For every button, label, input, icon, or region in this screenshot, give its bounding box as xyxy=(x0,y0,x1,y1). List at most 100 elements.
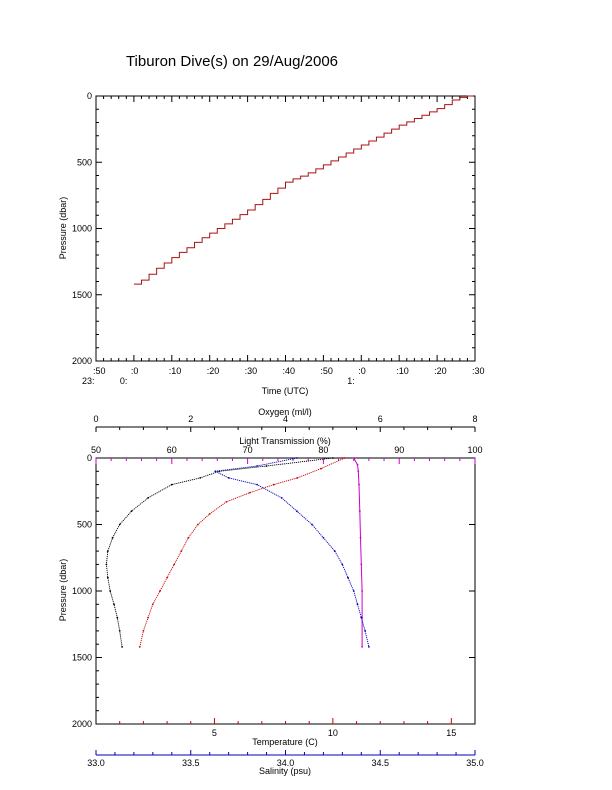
salinity-data-point xyxy=(333,550,336,552)
y-tick-label: 500 xyxy=(77,520,92,530)
oxygen-data-point xyxy=(118,523,121,526)
oxygen-data-point xyxy=(170,483,173,486)
dive-profile-ylabel: Pressure (dbar) xyxy=(58,197,68,260)
water-profile-plot-frame xyxy=(95,457,476,725)
x-tick-label: :50 xyxy=(93,366,106,376)
temperature-data-point xyxy=(208,513,211,515)
salinity-tick-label: 34.5 xyxy=(371,758,389,768)
dive-profile-chart: 0500100015002000:5023::00::10:20:30:40:5… xyxy=(58,91,485,396)
temperature-tick-label: 5 xyxy=(212,728,217,738)
oxygen-data-point xyxy=(118,630,121,632)
x-tick-label: :10 xyxy=(396,366,409,376)
oxygen-tick-label: 8 xyxy=(472,414,477,424)
x-tick-label-hour: 1: xyxy=(347,376,355,386)
x-tick-label: :0 xyxy=(358,366,366,376)
temperature-data-point xyxy=(197,523,199,526)
salinity-tick-label: 33.0 xyxy=(87,758,105,768)
salinity-profile-line xyxy=(213,457,370,648)
salinity-data-point xyxy=(296,457,298,459)
dive-profile-xlabel: Time (UTC) xyxy=(262,386,309,396)
temperature-data-point xyxy=(320,467,322,470)
light-tick-label: 60 xyxy=(167,445,177,455)
oxygen-tick-label: 4 xyxy=(283,414,288,424)
light-tick-label: 70 xyxy=(243,445,253,455)
salinity-axis-label: Salinity (psu) xyxy=(259,766,311,776)
salinity-data-point xyxy=(352,590,355,592)
x-tick-label: :20 xyxy=(207,366,220,376)
oxygen-data-point xyxy=(332,457,334,459)
x-tick-label-hour: 0: xyxy=(120,376,128,386)
salinity-data-point xyxy=(368,646,370,648)
temperature-data-point xyxy=(225,501,228,503)
light-tick-label: 90 xyxy=(394,445,404,455)
y-tick-label: 2000 xyxy=(72,356,92,366)
oxygen-data-point xyxy=(113,603,115,606)
temperature-profile-line xyxy=(139,457,345,647)
temperature-data-point xyxy=(272,483,275,486)
oxygen-data-point xyxy=(105,563,108,566)
light_transmission-data-point xyxy=(352,457,355,459)
x-tick-label: :20 xyxy=(434,366,447,376)
salinity-data-point xyxy=(256,465,258,467)
dive-profile-plot-frame xyxy=(95,95,476,362)
light_transmission-data-point xyxy=(361,590,363,592)
temperature-data-point xyxy=(138,646,141,648)
light-tick-label: 100 xyxy=(467,445,482,455)
x-tick-label: :50 xyxy=(320,366,333,376)
salinity-tick-label: 34.0 xyxy=(277,758,295,768)
temperature-data-point xyxy=(166,576,169,579)
water-profile-axes: 0 500 1000 1500 2000 0 2 4 6 8 50 60 70 80 90 100 5 10 15 3… xyxy=(72,414,484,768)
temperature-tick-label: 15 xyxy=(446,728,456,738)
light_transmission-data-point xyxy=(357,470,360,473)
y-tick-label: 1000 xyxy=(72,224,92,234)
temperature-data-point xyxy=(147,616,150,619)
salinity-data-point xyxy=(322,536,325,539)
oxygen-data-point xyxy=(106,550,109,552)
x-tick-label: :30 xyxy=(245,366,258,376)
temperature-data-point xyxy=(249,491,251,494)
y-tick-label: 1500 xyxy=(72,290,92,300)
y-tick-label: 1500 xyxy=(72,653,92,663)
light_transmission-data-point xyxy=(359,536,362,539)
salinity-data-point xyxy=(227,477,230,479)
y-tick-label: 1000 xyxy=(72,586,92,596)
light_transmission-data-point xyxy=(358,510,361,513)
salinity-data-point xyxy=(364,630,366,632)
page-title: Tiburon Dive(s) on 29/Aug/2006 xyxy=(126,53,338,70)
water-profile-ylabel: Pressure (dbar) xyxy=(58,559,68,622)
water-profile-chart: 0 500 1000 1500 2000 0 2 4 6 8 50 60 70 80 90 100 5 10 15 3… xyxy=(58,407,484,776)
light_transmission-data-point xyxy=(356,463,359,466)
oxygen-profile-line xyxy=(105,457,333,647)
light_transmission-data-point xyxy=(360,563,363,566)
x-tick-label: :0 xyxy=(131,366,139,376)
light-tick-label: 50 xyxy=(91,445,101,455)
salinity-data-point xyxy=(311,523,313,526)
oxygen-data-point xyxy=(199,477,202,479)
light-transmission-axis-label: Light Transmission (%) xyxy=(239,436,331,446)
salinity-data-point xyxy=(356,603,359,606)
water-profile-series xyxy=(105,457,370,648)
temperature-data-point xyxy=(180,550,183,552)
oxygen-data-point xyxy=(109,590,112,592)
salinity-tick-label: 35.0 xyxy=(466,758,484,768)
salinity-tick-label: 33.5 xyxy=(182,758,200,768)
y-tick-label: 0 xyxy=(87,91,92,101)
x-tick-label: :10 xyxy=(169,366,182,376)
y-tick-label: 500 xyxy=(77,157,92,167)
oxygen-data-point xyxy=(106,576,109,579)
temperature-data-point xyxy=(343,457,346,459)
y-tick-label: 0 xyxy=(87,453,92,463)
oxygen-data-point xyxy=(265,465,268,467)
oxygen-axis-label: Oxygen (ml/l) xyxy=(258,407,312,417)
y-tick-label: 2000 xyxy=(72,719,92,729)
salinity-data-point xyxy=(280,497,283,499)
temperature-data-point xyxy=(142,630,145,632)
salinity-data-point xyxy=(296,510,298,513)
oxygen-data-point xyxy=(116,616,119,619)
temperature-data-point xyxy=(296,477,299,479)
salinity-data-point xyxy=(347,576,349,579)
temperature-data-point xyxy=(159,590,161,592)
oxygen-tick-label: 6 xyxy=(378,414,383,424)
oxygen-tick-label: 0 xyxy=(93,414,98,424)
